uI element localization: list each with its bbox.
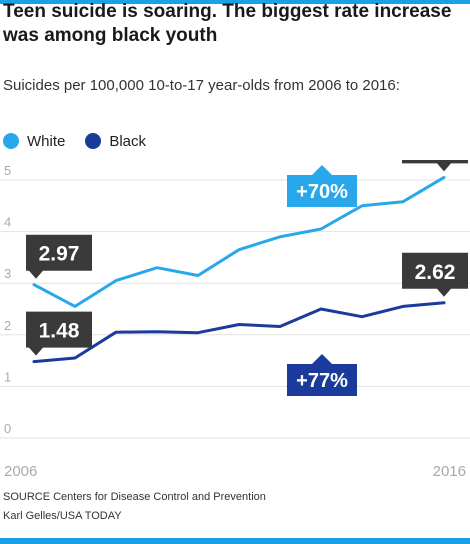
value-label-text: 2.62 bbox=[415, 261, 456, 284]
series-line-black bbox=[32, 301, 446, 364]
value-label-box bbox=[402, 160, 468, 172]
chart-title: Teen suicide is soaring. The biggest rat… bbox=[3, 1, 452, 46]
y-tick-label-5: 5 bbox=[4, 163, 11, 178]
x-tick-label-start: 2006 bbox=[4, 463, 37, 480]
legend-swatch-black bbox=[85, 133, 102, 149]
y-tick-label-2: 2 bbox=[4, 318, 11, 333]
chart-subtitle: Suicides per 100,000 10-to-17 year-olds … bbox=[3, 77, 400, 94]
value-label-box bbox=[402, 252, 468, 297]
y-tick-label-4: 4 bbox=[4, 215, 11, 230]
change-badge-white: +70% bbox=[287, 165, 357, 207]
change-badge-text: +77% bbox=[296, 370, 348, 392]
value-label-box bbox=[26, 311, 92, 356]
legend-item-black: Black bbox=[85, 133, 146, 150]
value-label-text: 1.48 bbox=[39, 320, 80, 343]
y-tick-label-3: 3 bbox=[4, 266, 11, 281]
bottom-accent-bar bbox=[0, 538, 470, 544]
change-badge-box bbox=[287, 165, 357, 207]
legend-item-white: White bbox=[3, 133, 65, 150]
change-badge-text: +70% bbox=[296, 181, 348, 203]
value-label-1.48: 1.48 bbox=[26, 311, 92, 356]
line-chart: 0 1 2 3 4 5 +70% +77% 2.97 5.05 1.48 2.62 2006 201… bbox=[0, 160, 470, 480]
value-label-2.97: 2.97 bbox=[26, 234, 92, 279]
series-line-white bbox=[32, 175, 446, 308]
legend-label-black: Black bbox=[109, 132, 147, 150]
x-tick-label-end: 2016 bbox=[433, 463, 466, 480]
value-label-box bbox=[26, 234, 92, 279]
legend-swatch-white bbox=[3, 133, 19, 149]
value-label-2.62: 2.62 bbox=[402, 252, 468, 297]
legend-label-white: White bbox=[27, 132, 66, 150]
y-tick-label-1: 1 bbox=[4, 369, 11, 384]
y-tick-label-0: 0 bbox=[4, 421, 11, 436]
legend: White Black bbox=[3, 130, 166, 152]
change-badge-box bbox=[287, 354, 357, 396]
top-accent-bar bbox=[0, 0, 470, 4]
value-label-text: 2.97 bbox=[39, 243, 80, 266]
source-note: SOURCE Centers for Disease Control and P… bbox=[3, 491, 266, 503]
change-badge-black: +77% bbox=[287, 354, 357, 396]
value-label-5.05: 5.05 bbox=[402, 160, 468, 172]
credit-note: Karl Gelles/USA TODAY bbox=[3, 510, 122, 522]
